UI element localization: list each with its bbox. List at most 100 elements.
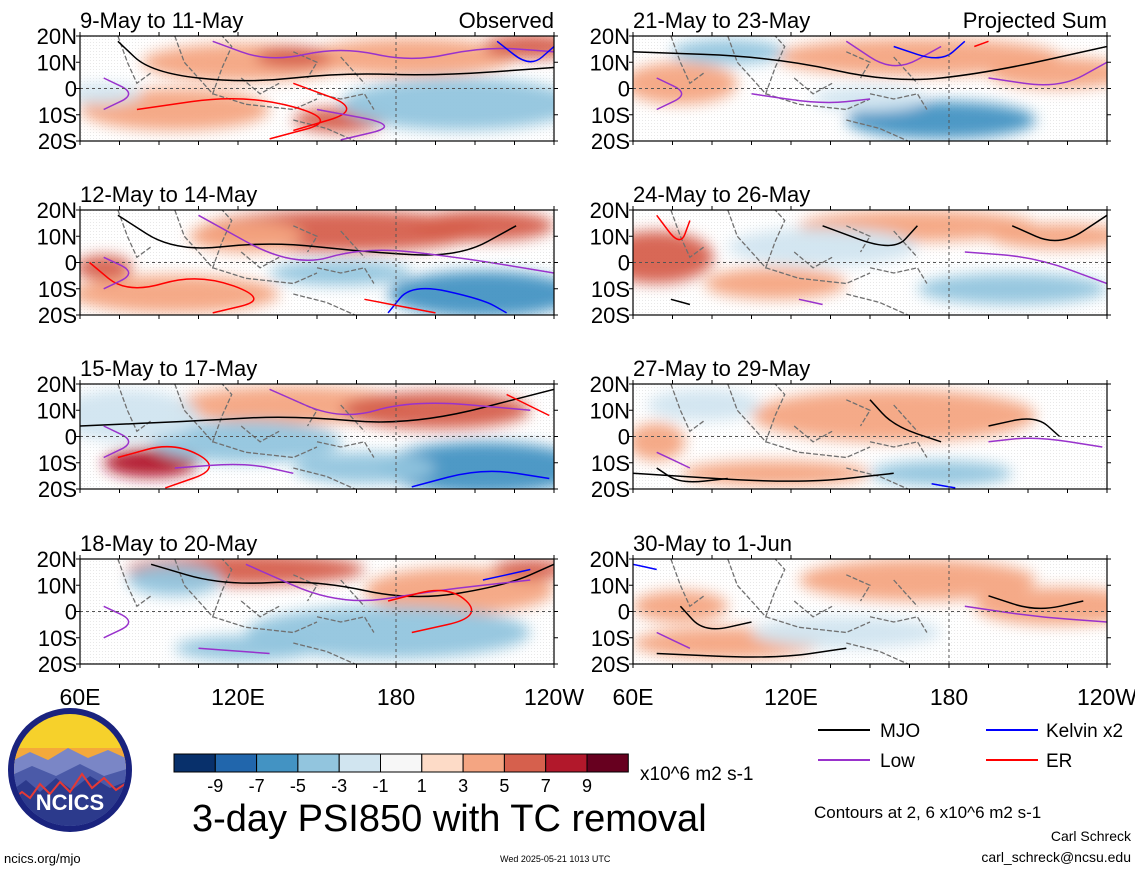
panel-period-label: 21-May to 23-May bbox=[633, 8, 810, 33]
lon-tick-label: 60E bbox=[613, 684, 654, 710]
mjo-contour bbox=[988, 418, 1061, 438]
contours-note: Contours at 2, 6 x10^6 m2 s-1 bbox=[814, 803, 1042, 822]
lat-tick-label: 20S bbox=[591, 477, 630, 502]
lat-tick-label: 10S bbox=[38, 103, 77, 128]
lat-tick-label: 10N bbox=[37, 573, 77, 598]
lat-tick-label: 10S bbox=[38, 277, 77, 302]
lat-tick-label: 20N bbox=[590, 547, 630, 572]
panel-period-label: 24-May to 26-May bbox=[633, 182, 810, 207]
mjo-contour bbox=[633, 472, 894, 482]
kelvin-contour bbox=[496, 40, 554, 63]
lat-tick-label: 10S bbox=[591, 626, 630, 651]
er-contour bbox=[89, 261, 255, 314]
mjo-contour bbox=[150, 563, 554, 598]
colorbar-label: -9 bbox=[207, 776, 223, 796]
author: Carl Schreck bbox=[1050, 828, 1131, 844]
map-panel: 30-May to 1-Jun bbox=[629, 531, 1111, 668]
low-contour bbox=[103, 77, 130, 111]
lat-tick-label: 20N bbox=[590, 24, 630, 49]
low-contour bbox=[245, 563, 531, 602]
kelvin-contour bbox=[893, 40, 966, 59]
legend-label-er: ER bbox=[1046, 751, 1073, 772]
main-title: 3-day PSI850 with TC removal bbox=[192, 798, 707, 840]
mjo-contour bbox=[670, 298, 691, 306]
lat-tick-label: 10N bbox=[37, 224, 77, 249]
map-panel: 12-May to 14-May bbox=[76, 182, 558, 319]
kelvin-contour bbox=[411, 470, 550, 488]
lat-tick-label: 20N bbox=[37, 547, 77, 572]
er-contour bbox=[974, 40, 989, 48]
lat-tick-label: 10S bbox=[591, 103, 630, 128]
panel-period-label: 12-May to 14-May bbox=[80, 182, 257, 207]
lat-tick-label: 10S bbox=[591, 277, 630, 302]
colorbar-cell bbox=[338, 753, 382, 773]
low-contour bbox=[845, 40, 942, 67]
lat-tick-label: 0 bbox=[618, 77, 630, 102]
lon-tick-label: 180 bbox=[377, 684, 415, 710]
kelvin-contour bbox=[482, 568, 531, 581]
logo-text: NCICS bbox=[36, 790, 104, 815]
colorbar-cell bbox=[380, 753, 423, 773]
colorbar-cell bbox=[214, 753, 258, 773]
colorbar-cell bbox=[173, 753, 216, 773]
lat-tick-label: 0 bbox=[618, 425, 630, 450]
legend-label-kelvin: Kelvin x2 bbox=[1046, 721, 1124, 742]
colorbar-cell bbox=[462, 753, 505, 773]
colorbar-label: 3 bbox=[458, 776, 468, 796]
ncics-logo: NCICS bbox=[8, 708, 132, 832]
er-contour bbox=[656, 214, 691, 241]
colorbar-cell bbox=[545, 753, 588, 773]
lat-tick-label: 20S bbox=[591, 303, 630, 328]
low-contour bbox=[656, 77, 683, 111]
lat-tick-label: 20N bbox=[37, 372, 77, 397]
lat-tick-label: 10N bbox=[590, 224, 630, 249]
low-contour bbox=[988, 61, 1107, 86]
panel-period-label: 30-May to 1-Jun bbox=[633, 531, 792, 556]
lat-tick-label: 20N bbox=[37, 24, 77, 49]
colorbar-label: 7 bbox=[541, 776, 551, 796]
colorbar-cell bbox=[503, 753, 547, 773]
low-contour bbox=[103, 256, 130, 290]
legend-label-mjo: MJO bbox=[880, 721, 921, 742]
author-email: carl_schreck@ncsu.edu bbox=[981, 849, 1131, 865]
kelvin-contour bbox=[387, 287, 507, 314]
mjo-contour bbox=[656, 647, 847, 658]
er-contour bbox=[117, 445, 210, 489]
colorbar-label: 1 bbox=[417, 776, 427, 796]
lat-tick-label: 20S bbox=[591, 129, 630, 154]
panel-type-label: Observed bbox=[459, 8, 554, 33]
mjo-contour bbox=[80, 388, 554, 427]
er-contour bbox=[364, 298, 436, 314]
colorbar-label: 5 bbox=[499, 776, 509, 796]
low-contour bbox=[269, 388, 531, 416]
mjo-contour bbox=[988, 595, 1084, 610]
colorbar-cell bbox=[256, 753, 299, 773]
map-panel: 24-May to 26-May bbox=[629, 182, 1111, 319]
colorbar-cell bbox=[586, 753, 629, 773]
mjo-contour bbox=[1011, 214, 1107, 242]
low-contour bbox=[212, 40, 554, 60]
low-contour bbox=[316, 108, 386, 141]
lat-tick-label: 20S bbox=[38, 477, 77, 502]
low-contour bbox=[656, 631, 691, 649]
lat-tick-label: 20S bbox=[591, 652, 630, 677]
low-contour bbox=[198, 647, 270, 655]
low-contour bbox=[964, 251, 1107, 285]
lat-tick-label: 0 bbox=[65, 600, 77, 625]
lat-tick-label: 10S bbox=[38, 451, 77, 476]
mjo-contour bbox=[869, 399, 942, 443]
site-url: ncics.org/mjo bbox=[4, 851, 81, 866]
colorbar-label: -3 bbox=[331, 776, 347, 796]
low-contour bbox=[751, 93, 871, 104]
map-panel: 15-May to 17-May bbox=[76, 356, 558, 493]
colorbar-cell bbox=[421, 753, 464, 773]
lat-tick-label: 20N bbox=[37, 198, 77, 223]
low-contour bbox=[103, 605, 130, 639]
kelvin-contour bbox=[931, 483, 956, 489]
lat-tick-label: 0 bbox=[65, 77, 77, 102]
low-contour bbox=[174, 463, 294, 475]
panel-period-label: 15-May to 17-May bbox=[80, 356, 257, 381]
colorbar-label: -5 bbox=[290, 776, 306, 796]
panel-period-label: 27-May to 29-May bbox=[633, 356, 810, 381]
colorbar-label: -1 bbox=[372, 776, 388, 796]
